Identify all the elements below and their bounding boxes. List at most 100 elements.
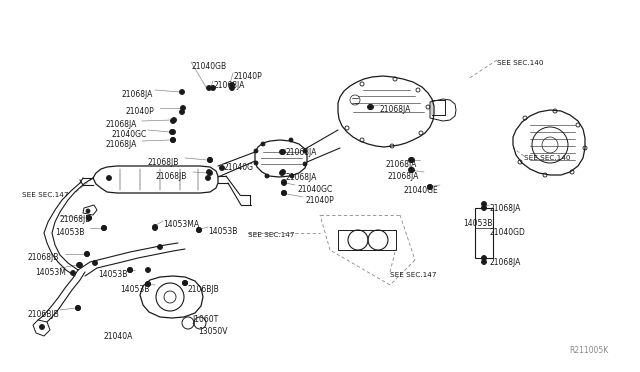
Text: 2106BJB: 2106BJB bbox=[188, 285, 220, 294]
Circle shape bbox=[410, 167, 415, 173]
Text: 14053B: 14053B bbox=[208, 227, 237, 236]
Circle shape bbox=[196, 228, 202, 232]
Circle shape bbox=[282, 180, 287, 185]
Text: 21040P: 21040P bbox=[233, 72, 262, 81]
Circle shape bbox=[254, 149, 258, 153]
Circle shape bbox=[207, 86, 211, 90]
Circle shape bbox=[428, 185, 433, 189]
Text: 21040G: 21040G bbox=[224, 163, 254, 172]
Text: 14053B: 14053B bbox=[120, 285, 149, 294]
Circle shape bbox=[84, 251, 90, 257]
Text: 21068JA: 21068JA bbox=[380, 105, 412, 114]
Circle shape bbox=[481, 205, 486, 211]
Circle shape bbox=[282, 190, 287, 196]
Circle shape bbox=[196, 228, 202, 232]
Circle shape bbox=[179, 109, 184, 115]
Circle shape bbox=[280, 170, 285, 174]
Text: 21068JB: 21068JB bbox=[148, 158, 179, 167]
Circle shape bbox=[76, 305, 81, 311]
Circle shape bbox=[145, 282, 150, 286]
Circle shape bbox=[207, 170, 212, 176]
Circle shape bbox=[145, 282, 150, 286]
Circle shape bbox=[369, 105, 374, 109]
Circle shape bbox=[127, 267, 132, 273]
Circle shape bbox=[230, 86, 234, 90]
Circle shape bbox=[170, 138, 175, 142]
Circle shape bbox=[152, 224, 157, 230]
Circle shape bbox=[280, 170, 285, 176]
Text: SEE SEC.147: SEE SEC.147 bbox=[248, 232, 294, 238]
Text: SEE SEC.140: SEE SEC.140 bbox=[497, 60, 543, 66]
Text: 21068JA: 21068JA bbox=[106, 120, 138, 129]
Text: SEE SEC.140: SEE SEC.140 bbox=[524, 155, 570, 161]
Text: J1060T: J1060T bbox=[192, 315, 218, 324]
Circle shape bbox=[207, 157, 212, 163]
Text: 21068JA: 21068JA bbox=[122, 90, 154, 99]
Circle shape bbox=[70, 270, 76, 276]
Circle shape bbox=[152, 225, 157, 231]
Circle shape bbox=[180, 106, 186, 110]
Text: 21040GC: 21040GC bbox=[298, 185, 333, 194]
Circle shape bbox=[76, 305, 81, 311]
Circle shape bbox=[40, 324, 45, 330]
Circle shape bbox=[145, 267, 150, 273]
Circle shape bbox=[157, 244, 163, 250]
Circle shape bbox=[86, 215, 92, 221]
Circle shape bbox=[77, 263, 81, 267]
Circle shape bbox=[211, 86, 216, 90]
Circle shape bbox=[408, 157, 413, 163]
Circle shape bbox=[280, 150, 285, 154]
Text: 21040GD: 21040GD bbox=[490, 228, 526, 237]
Text: 13050V: 13050V bbox=[198, 327, 227, 336]
Text: 14053B: 14053B bbox=[98, 270, 127, 279]
Circle shape bbox=[93, 260, 97, 266]
Text: 21040A: 21040A bbox=[104, 332, 133, 341]
Circle shape bbox=[77, 263, 83, 267]
Circle shape bbox=[481, 202, 486, 206]
Circle shape bbox=[205, 176, 211, 180]
Circle shape bbox=[408, 167, 413, 173]
Circle shape bbox=[280, 150, 285, 154]
Circle shape bbox=[172, 118, 177, 122]
Text: 14053B: 14053B bbox=[55, 228, 84, 237]
Circle shape bbox=[220, 166, 225, 170]
Circle shape bbox=[481, 256, 486, 260]
Circle shape bbox=[170, 129, 175, 135]
Circle shape bbox=[303, 162, 307, 166]
Circle shape bbox=[282, 180, 287, 186]
Circle shape bbox=[290, 174, 294, 178]
Text: 21068JB: 21068JB bbox=[28, 253, 60, 262]
Circle shape bbox=[289, 138, 293, 142]
Circle shape bbox=[102, 225, 106, 231]
Circle shape bbox=[182, 280, 188, 285]
Circle shape bbox=[254, 161, 258, 165]
Circle shape bbox=[170, 138, 175, 142]
Circle shape bbox=[230, 83, 234, 87]
Text: SEE SEC.147: SEE SEC.147 bbox=[22, 192, 68, 198]
Circle shape bbox=[84, 251, 90, 257]
Text: 21068JA: 21068JA bbox=[490, 258, 522, 267]
Circle shape bbox=[261, 142, 265, 146]
Circle shape bbox=[207, 157, 212, 163]
Circle shape bbox=[282, 190, 287, 196]
Text: 2106BJB: 2106BJB bbox=[28, 310, 60, 319]
Circle shape bbox=[207, 170, 211, 174]
Circle shape bbox=[170, 119, 175, 124]
Text: 14053M: 14053M bbox=[35, 268, 66, 277]
Circle shape bbox=[106, 176, 111, 180]
Circle shape bbox=[86, 209, 90, 213]
Circle shape bbox=[265, 174, 269, 178]
Text: 21040GE: 21040GE bbox=[403, 186, 438, 195]
Text: 21040GC: 21040GC bbox=[112, 130, 147, 139]
Text: 21068JB: 21068JB bbox=[60, 215, 92, 224]
Text: SEE SEC.147: SEE SEC.147 bbox=[390, 272, 436, 278]
Text: 21068JA: 21068JA bbox=[106, 140, 138, 149]
Text: 21040P: 21040P bbox=[305, 196, 333, 205]
Circle shape bbox=[102, 225, 106, 231]
Circle shape bbox=[367, 105, 372, 109]
Circle shape bbox=[182, 280, 188, 285]
Text: 21068JB: 21068JB bbox=[156, 172, 188, 181]
Text: 14053B: 14053B bbox=[463, 219, 492, 228]
Circle shape bbox=[410, 157, 415, 163]
Text: 21068JA: 21068JA bbox=[213, 81, 244, 90]
